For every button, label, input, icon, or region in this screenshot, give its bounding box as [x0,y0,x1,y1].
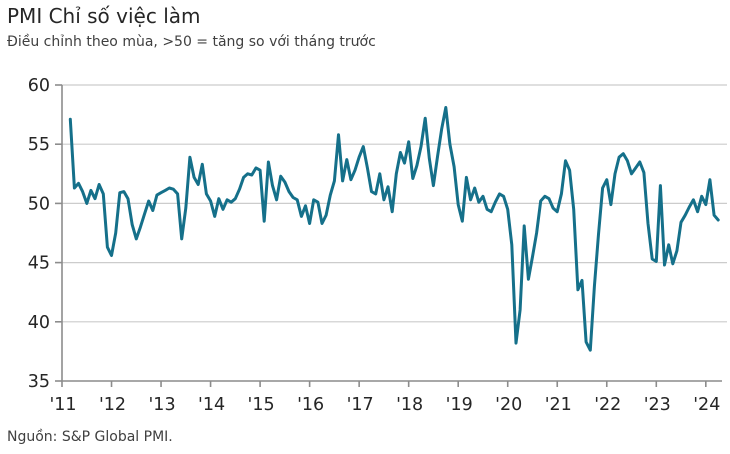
chart-source: Nguồn: S&P Global PMI. [7,429,173,445]
x-tick-label-2023: '23 [644,395,671,415]
x-tick-label-2015: '15 [248,395,275,415]
y-tick-label-60: 60 [28,76,50,96]
x-tick-label-2021: '21 [545,395,572,415]
x-tick-label-2024: '24 [693,395,720,415]
x-tick-label-2018: '18 [396,395,423,415]
pmi-series-line [68,106,720,352]
x-tick-label-2022: '22 [594,395,621,415]
y-tick-label-45: 45 [28,254,50,274]
x-tick-label-2011: '11 [49,395,76,415]
x-tick-label-2016: '16 [297,395,324,415]
x-tick-label-2019: '19 [446,395,473,415]
x-tick-label-2020: '20 [495,395,522,415]
y-tick-label-55: 55 [28,135,50,155]
chart-title: PMI Chỉ số việc làm [7,4,201,28]
y-tick-label-35: 35 [28,372,50,392]
x-tick-label-2017: '17 [347,395,374,415]
chart-subtitle: Điều chỉnh theo mùa, >50 = tăng so với t… [7,34,376,50]
y-tick-label-40: 40 [28,313,50,333]
x-tick-label-2013: '13 [149,395,176,415]
x-tick-label-2014: '14 [198,395,225,415]
y-tick-label-50: 50 [28,194,50,214]
x-tick-label-2012: '12 [99,395,126,415]
